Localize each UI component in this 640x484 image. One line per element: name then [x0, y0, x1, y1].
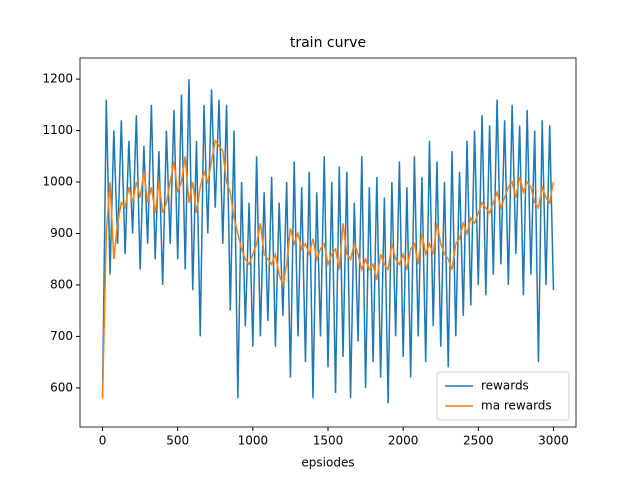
y-tick-label: 900 — [50, 226, 73, 240]
y-tick-label: 600 — [50, 380, 73, 394]
x-tick-label: 0 — [99, 434, 107, 448]
y-tick-label: 1200 — [42, 72, 73, 86]
legend-box — [436, 371, 570, 421]
legend-label: rewards — [481, 379, 529, 393]
x-tick-label: 500 — [166, 434, 189, 448]
plot-frame — [79, 57, 577, 428]
x-tick-label: 2500 — [463, 434, 494, 448]
y-tick-label: 1000 — [42, 175, 73, 189]
x-tick-label: 1500 — [313, 434, 344, 448]
chart-title: train curve — [290, 35, 366, 51]
x-tick-label: 3000 — [538, 434, 569, 448]
x-axis-label: epsiodes — [301, 456, 354, 470]
x-tick-label: 1000 — [238, 434, 269, 448]
line-series — [101, 79, 555, 404]
legend-label: ma rewards — [481, 399, 552, 413]
y-tick-label: 1100 — [42, 123, 73, 137]
x-tick-label: 2000 — [388, 434, 419, 448]
line-series — [101, 139, 555, 399]
y-tick-label: 800 — [50, 277, 73, 291]
y-tick-label: 700 — [50, 329, 73, 343]
